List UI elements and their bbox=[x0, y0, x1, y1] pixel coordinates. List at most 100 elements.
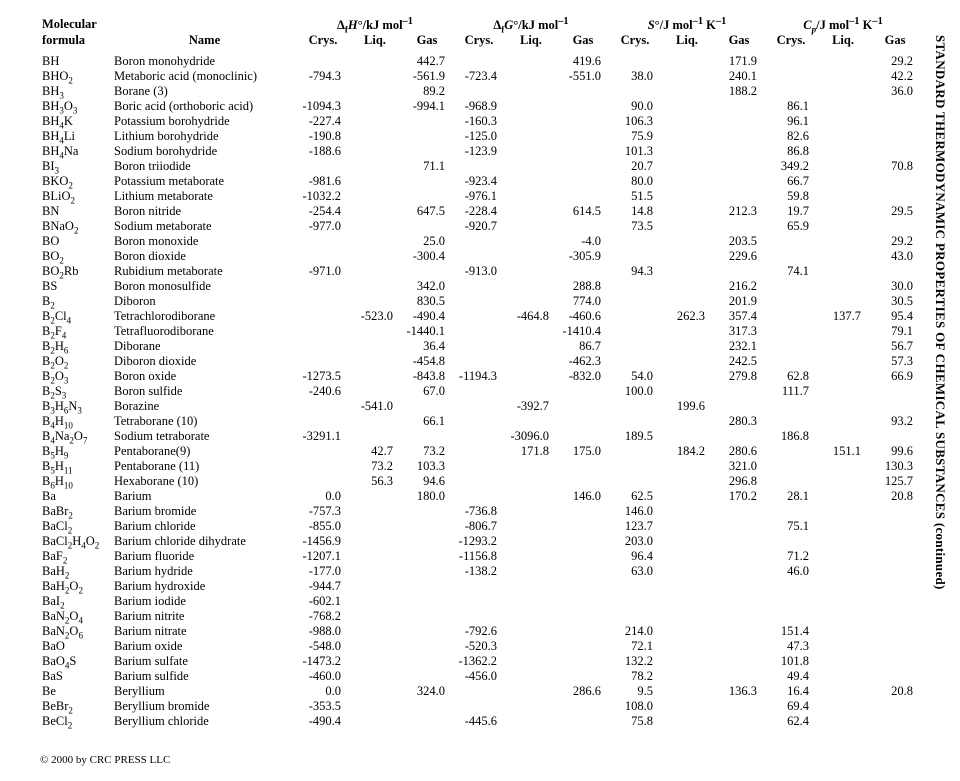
value-cell: 19.7 bbox=[765, 204, 817, 219]
value-cell bbox=[557, 714, 609, 729]
value-cell bbox=[557, 414, 609, 429]
value-cell bbox=[765, 534, 817, 549]
name-cell: Barium sulfate bbox=[112, 654, 297, 669]
value-cell: 66.1 bbox=[401, 414, 453, 429]
value-cell: 317.3 bbox=[713, 324, 765, 339]
table-row: BO2RbRubidium metaborate-971.0-913.094.3… bbox=[40, 264, 921, 279]
value-cell: 66.7 bbox=[765, 174, 817, 189]
value-cell bbox=[349, 249, 401, 264]
value-cell bbox=[505, 504, 557, 519]
value-cell: -392.7 bbox=[505, 399, 557, 414]
name-cell: Barium nitrite bbox=[112, 609, 297, 624]
name-cell: Boron monohydride bbox=[112, 54, 297, 69]
value-cell bbox=[401, 579, 453, 594]
value-cell bbox=[453, 489, 505, 504]
value-cell bbox=[817, 489, 869, 504]
value-cell bbox=[401, 609, 453, 624]
value-cell bbox=[505, 369, 557, 384]
value-cell: 647.5 bbox=[401, 204, 453, 219]
value-cell: 30.5 bbox=[869, 294, 921, 309]
formula-cell: BaN2O4 bbox=[40, 609, 112, 624]
table-row: BaH2O2Barium hydroxide-944.7 bbox=[40, 579, 921, 594]
value-cell bbox=[765, 594, 817, 609]
value-cell: -123.9 bbox=[453, 144, 505, 159]
value-cell: 78.2 bbox=[609, 669, 661, 684]
value-cell bbox=[505, 129, 557, 144]
value-cell bbox=[557, 669, 609, 684]
name-cell: Boron monosulfide bbox=[112, 279, 297, 294]
value-cell: 103.3 bbox=[401, 459, 453, 474]
value-cell: -794.3 bbox=[297, 69, 349, 84]
value-cell bbox=[869, 99, 921, 114]
value-cell: -1473.2 bbox=[297, 654, 349, 669]
value-cell: 201.9 bbox=[713, 294, 765, 309]
value-cell bbox=[661, 144, 713, 159]
value-cell bbox=[765, 324, 817, 339]
value-cell bbox=[557, 429, 609, 444]
value-cell bbox=[713, 519, 765, 534]
formula-cell: BH bbox=[40, 54, 112, 69]
value-cell bbox=[817, 69, 869, 84]
value-cell: 262.3 bbox=[661, 309, 713, 324]
col-formula: formula bbox=[40, 33, 112, 54]
value-cell: 43.0 bbox=[869, 249, 921, 264]
value-cell bbox=[661, 84, 713, 99]
value-cell bbox=[817, 699, 869, 714]
value-cell bbox=[349, 219, 401, 234]
table-row: BH3O3Boric acid (orthoboric acid)-1094.3… bbox=[40, 99, 921, 114]
value-cell bbox=[713, 159, 765, 174]
value-cell bbox=[349, 54, 401, 69]
table-row: B4Na2O7Sodium tetraborate-3291.1-3096.01… bbox=[40, 429, 921, 444]
table-row: BeCl2Beryllium chloride-490.4-445.675.86… bbox=[40, 714, 921, 729]
value-cell: 93.2 bbox=[869, 414, 921, 429]
name-cell: Pentaborane(9) bbox=[112, 444, 297, 459]
value-cell bbox=[349, 549, 401, 564]
value-cell bbox=[713, 534, 765, 549]
value-cell bbox=[713, 714, 765, 729]
value-cell: -855.0 bbox=[297, 519, 349, 534]
name-cell: Barium nitrate bbox=[112, 624, 297, 639]
value-cell bbox=[505, 294, 557, 309]
value-cell bbox=[505, 69, 557, 84]
value-cell: -456.0 bbox=[453, 669, 505, 684]
value-cell bbox=[661, 534, 713, 549]
value-cell bbox=[713, 699, 765, 714]
value-cell bbox=[453, 384, 505, 399]
value-cell: -988.0 bbox=[297, 624, 349, 639]
value-cell bbox=[869, 264, 921, 279]
value-cell bbox=[505, 99, 557, 114]
value-cell bbox=[505, 669, 557, 684]
name-cell: Barium sulfide bbox=[112, 669, 297, 684]
value-cell bbox=[869, 714, 921, 729]
value-cell bbox=[349, 264, 401, 279]
value-cell bbox=[661, 324, 713, 339]
value-cell bbox=[661, 219, 713, 234]
value-cell: 321.0 bbox=[713, 459, 765, 474]
value-cell bbox=[557, 189, 609, 204]
value-cell: -768.2 bbox=[297, 609, 349, 624]
value-cell bbox=[297, 249, 349, 264]
value-cell: 75.9 bbox=[609, 129, 661, 144]
value-cell bbox=[557, 264, 609, 279]
formula-cell: BaH2O2 bbox=[40, 579, 112, 594]
value-cell bbox=[349, 714, 401, 729]
value-cell: -3291.1 bbox=[297, 429, 349, 444]
value-cell: -464.8 bbox=[505, 309, 557, 324]
value-cell: -160.3 bbox=[453, 114, 505, 129]
name-cell: Beryllium chloride bbox=[112, 714, 297, 729]
table-row: BHBoron monohydride442.7419.6171.929.2 bbox=[40, 54, 921, 69]
value-cell bbox=[505, 144, 557, 159]
value-cell bbox=[557, 519, 609, 534]
value-cell: -971.0 bbox=[297, 264, 349, 279]
value-cell bbox=[401, 654, 453, 669]
value-cell: 86.1 bbox=[765, 99, 817, 114]
formula-cell: B3H6N3 bbox=[40, 399, 112, 414]
value-cell bbox=[401, 519, 453, 534]
table-row: BeBr2Beryllium bromide-353.5108.069.4 bbox=[40, 699, 921, 714]
value-cell bbox=[557, 654, 609, 669]
value-cell bbox=[817, 294, 869, 309]
value-cell bbox=[817, 369, 869, 384]
value-cell bbox=[505, 324, 557, 339]
value-cell: 9.5 bbox=[609, 684, 661, 699]
value-cell: -551.0 bbox=[557, 69, 609, 84]
